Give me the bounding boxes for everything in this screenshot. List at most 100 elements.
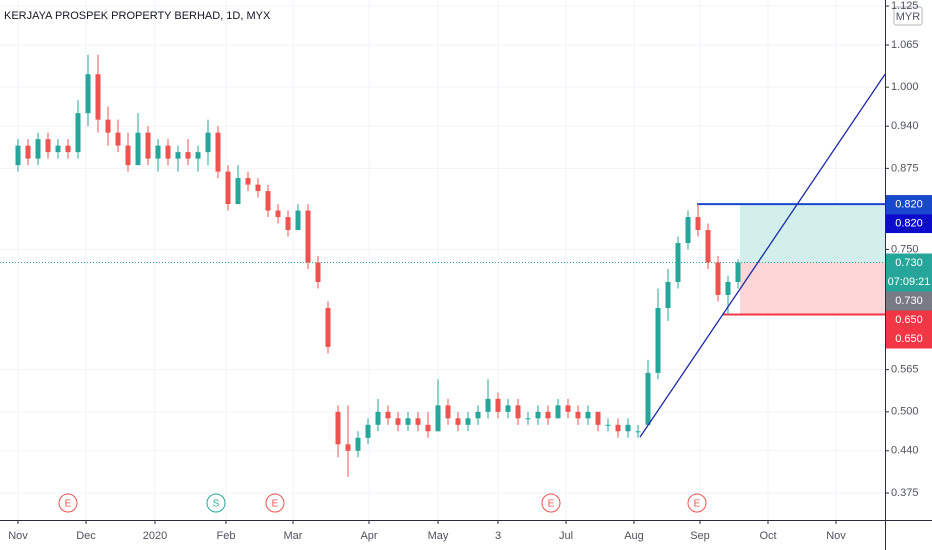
candle-body	[515, 405, 521, 419]
event-marker[interactable]	[687, 493, 707, 513]
candle-body	[395, 418, 401, 425]
candle-body	[215, 132, 221, 172]
x-tick-label: Jul	[559, 530, 573, 542]
price-tag: 0.650	[895, 333, 923, 345]
candle-body	[35, 139, 41, 159]
price-tag: 0.820	[895, 198, 923, 210]
y-tick-label: 0.565	[891, 364, 919, 376]
y-tick-label: 1.065	[891, 39, 919, 51]
y-tick-label: 0.500	[891, 406, 919, 418]
candle-body	[435, 405, 441, 432]
event-label: E	[65, 499, 72, 510]
candle-body	[265, 191, 271, 211]
candle-body	[225, 171, 231, 205]
candle-body	[305, 210, 311, 263]
price-tag: 0.820	[895, 217, 923, 229]
y-tick-label: 0.375	[891, 487, 919, 499]
currency-box[interactable]	[893, 6, 923, 26]
candle-body	[585, 411, 591, 419]
x-tick-label: Feb	[217, 530, 236, 542]
candle-body	[335, 411, 341, 445]
event-marker[interactable]	[541, 493, 561, 513]
x-tick-label: Dec	[76, 530, 96, 542]
candle-body	[155, 145, 161, 159]
candle-body	[715, 262, 721, 295]
candle-body	[15, 145, 21, 166]
candle-body	[325, 307, 331, 347]
candle-body	[295, 210, 301, 231]
candle-body	[625, 424, 631, 432]
candle-body	[555, 405, 561, 419]
price-tag-box	[886, 291, 932, 311]
candle-body	[205, 132, 211, 153]
candle-body	[645, 372, 651, 425]
candle-body	[445, 405, 451, 419]
candle-body	[95, 74, 101, 120]
event-marker[interactable]	[58, 493, 78, 513]
x-tick-label: Mar	[284, 530, 303, 542]
candle-body	[495, 398, 501, 412]
candle-body	[275, 210, 281, 218]
x-tick-label: 2020	[143, 530, 167, 542]
candle-body	[135, 132, 141, 166]
candle-body	[315, 262, 321, 282]
target-zone	[740, 204, 885, 263]
candle-body	[635, 431, 641, 433]
x-tick-label: Nov	[8, 530, 28, 542]
candle-body	[595, 411, 601, 425]
candle-body	[355, 437, 361, 451]
candle-body	[415, 418, 421, 425]
candle-body	[365, 424, 371, 438]
candle-body	[535, 411, 541, 419]
candle-body	[675, 243, 681, 282]
candle-body	[575, 411, 581, 419]
candle-body	[655, 307, 661, 373]
candle-body	[85, 74, 91, 114]
price-tag-box	[886, 310, 932, 330]
candle-body	[385, 411, 391, 419]
price-tag: 0.730	[895, 257, 923, 269]
event-label: E	[548, 499, 555, 510]
candle-body	[25, 145, 31, 159]
candle-body	[685, 217, 691, 244]
event-marker[interactable]	[206, 493, 226, 513]
currency[interactable]: MYR	[896, 11, 921, 23]
candle-body	[125, 145, 131, 166]
candle-body	[475, 411, 481, 419]
candle-body	[185, 152, 191, 159]
countdown: 07:09:21	[888, 276, 931, 288]
y-tick-label: 0.750	[891, 243, 919, 255]
candle-body	[525, 418, 531, 420]
candle-body	[465, 418, 471, 425]
y-tick-label: 0.940	[891, 120, 919, 132]
x-tick-label: Oct	[759, 530, 776, 542]
price-tag-box	[886, 195, 932, 215]
x-tick-label: Aug	[624, 530, 644, 542]
candle-body	[455, 418, 461, 425]
candle-body	[485, 398, 491, 412]
candle-body	[285, 217, 291, 231]
x-tick-label: 3	[495, 530, 501, 542]
candle-body	[565, 405, 571, 412]
stop-zone	[740, 262, 885, 315]
countdown-box	[886, 272, 932, 292]
candle-body	[425, 424, 431, 432]
candle-body	[735, 262, 741, 282]
candle-body	[615, 424, 621, 432]
candle-body	[55, 145, 61, 153]
candle-body	[65, 145, 71, 153]
candle-body	[345, 444, 351, 451]
candle-body	[545, 411, 551, 419]
x-tick-label: Apr	[360, 530, 377, 542]
price-tag-box	[886, 253, 932, 273]
x-tick-label: Nov	[826, 530, 846, 542]
candle-body	[665, 281, 671, 308]
event-marker[interactable]	[265, 493, 285, 513]
y-tick-label: 0.875	[891, 162, 919, 174]
candle-body	[255, 184, 261, 192]
candle-body	[75, 113, 81, 153]
price-tag: 0.650	[895, 314, 923, 326]
x-tick-label: May	[428, 530, 449, 542]
candle-body	[145, 132, 151, 159]
